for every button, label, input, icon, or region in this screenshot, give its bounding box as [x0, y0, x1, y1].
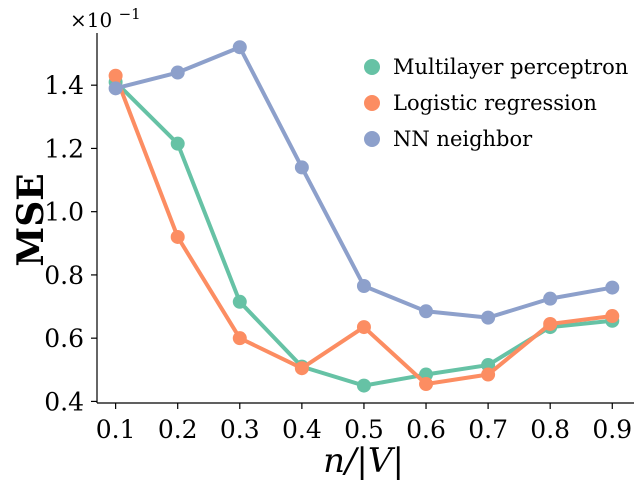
- series-group: [108, 40, 620, 393]
- x-axis-ticks: 0.1 0.2 0.3 0.4 0.5 0.6 0.7 0.8 0.9: [96, 403, 632, 444]
- legend-label: Multilayer perceptron: [393, 55, 628, 79]
- data-point: [170, 65, 185, 80]
- series-multilayer-perceptron: [108, 75, 620, 393]
- legend-item: Logistic regression: [364, 91, 597, 115]
- x-tick-label: 0.4: [282, 415, 322, 444]
- series-logistic-regression: [108, 68, 620, 392]
- data-point: [481, 367, 496, 382]
- legend-label: NN neighbor: [393, 127, 533, 151]
- y-tick-label: 1.2: [44, 134, 84, 163]
- data-point: [419, 304, 434, 319]
- data-point: [170, 136, 185, 151]
- x-tick-label: 0.2: [158, 415, 198, 444]
- x-tick-label: 0.9: [592, 415, 632, 444]
- x-tick-label: 0.6: [406, 415, 446, 444]
- data-point: [356, 320, 371, 335]
- y-tick-label: 0.4: [44, 387, 84, 416]
- y-axis-title: MSE: [10, 173, 52, 266]
- y-offset-exponent: −1: [119, 5, 141, 23]
- data-point: [481, 310, 496, 325]
- legend-item: NN neighbor: [364, 127, 533, 151]
- y-tick-label: 0.6: [44, 324, 84, 353]
- data-point: [294, 361, 309, 376]
- data-point: [232, 294, 247, 309]
- data-point: [543, 291, 558, 306]
- y-tick-label: 1.0: [44, 198, 84, 227]
- series-nn-neighbor: [108, 40, 620, 325]
- series-line: [113, 45, 615, 320]
- data-point: [419, 377, 434, 392]
- x-tick-label: 0.3: [220, 415, 260, 444]
- data-point: [605, 309, 620, 324]
- x-tick-label: 0.8: [530, 415, 570, 444]
- x-tick-label: 0.1: [96, 415, 136, 444]
- y-axis-ticks: 0.4 0.6 0.8 1.0 1.2 1.4: [44, 71, 97, 416]
- axes: [96, 33, 634, 404]
- data-point: [232, 40, 247, 55]
- legend-marker: [364, 131, 380, 147]
- data-point: [543, 316, 558, 331]
- y-offset-base: ×10: [70, 8, 112, 32]
- legend-marker: [364, 59, 380, 75]
- legend-item: Multilayer perceptron: [364, 55, 628, 79]
- data-point: [232, 331, 247, 346]
- y-tick-label: 0.8: [44, 261, 84, 290]
- y-axis-offset-label: ×10 −1: [70, 5, 141, 32]
- legend: Multilayer perceptron Logistic regression…: [364, 55, 628, 151]
- series-line: [113, 73, 615, 387]
- data-point: [108, 81, 123, 96]
- x-tick-label: 0.5: [344, 415, 384, 444]
- x-tick-label: 0.7: [468, 415, 508, 444]
- data-point: [605, 280, 620, 295]
- data-point: [294, 160, 309, 175]
- data-point: [356, 378, 371, 393]
- x-axis-title: n/|V|: [323, 441, 404, 480]
- y-tick-label: 1.4: [44, 71, 84, 100]
- series-line: [113, 80, 615, 388]
- data-point: [108, 68, 123, 83]
- data-point: [356, 278, 371, 293]
- legend-label: Logistic regression: [393, 91, 597, 115]
- legend-marker: [364, 95, 380, 111]
- data-point: [170, 229, 185, 244]
